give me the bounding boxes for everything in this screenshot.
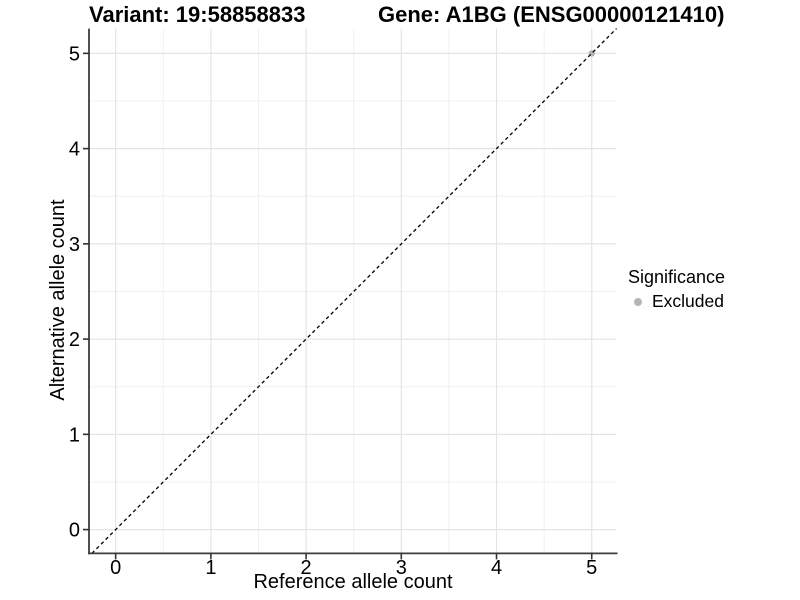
x-tick-label: 0 [110,557,121,579]
x-tick-label: 4 [491,557,502,579]
y-tick-label: 4 [69,139,80,161]
x-tick-label: 5 [586,557,597,579]
y-axis-title: Alternative allele count [47,199,69,401]
y-tick-label: 0 [69,520,80,542]
x-tick-label: 1 [205,557,216,579]
plot-title-gene: Gene: A1BG (ENSG00000121410) [378,2,725,27]
legend-key-box [628,292,648,312]
y-tick-label: 1 [69,424,80,446]
x-tick-label: 3 [396,557,407,579]
y-tick-label: 5 [69,43,80,65]
x-tick-label: 2 [301,557,312,579]
legend-item-excluded: Excluded [628,290,725,312]
y-tick-label: 2 [69,329,80,351]
legend-item-label: Excluded [652,290,724,311]
legend: Significance Excluded [628,267,725,312]
legend-title: Significance [628,267,726,287]
legend-point-icon [634,297,642,306]
y-tick-label: 3 [69,234,80,256]
x-axis-title: Reference allele count [253,571,453,593]
identity-reference-line [91,28,617,554]
plot-title-variant: Variant: 19:58858833 [89,2,306,27]
